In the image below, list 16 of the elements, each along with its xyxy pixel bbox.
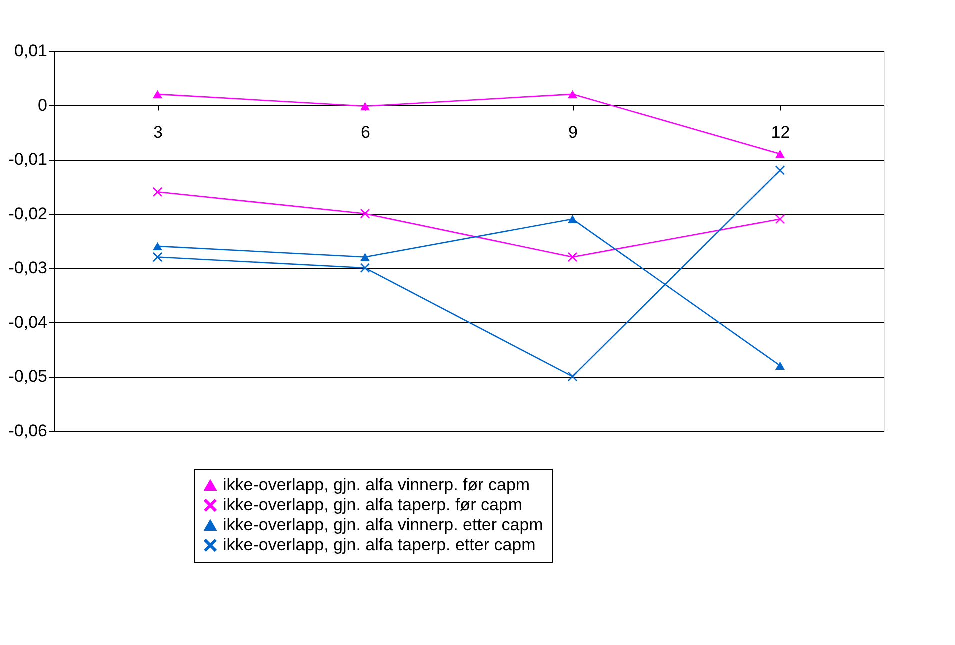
y-tick-label: -0,04 (8, 312, 48, 332)
y-tick-label: -0,05 (8, 367, 48, 386)
y-tick-label: -0,03 (8, 258, 48, 278)
y-tick-label: -0,06 (8, 422, 48, 440)
x-tick-label: 3 (154, 122, 163, 142)
x-tick-label: 6 (361, 122, 370, 142)
x-tick-label: 12 (771, 122, 790, 142)
x-tick-label: 9 (568, 122, 578, 142)
y-tick-label: -0,02 (8, 204, 48, 224)
legend-label: ikke-overlapp, gjn. alfa vinnerp. før capm (223, 476, 530, 494)
y-tick-label: -0,01 (8, 150, 48, 170)
y-tick-label: 0,01 (14, 42, 48, 60)
y-tick-label: 0 (38, 96, 48, 115)
legend-label: ikke-overlapp, gjn. alfa taperp. før capm (223, 496, 523, 514)
legend-label: ikke-overlapp, gjn. alfa taperp. etter capm (223, 536, 536, 554)
legend-label: ikke-overlapp, gjn. alfa vinnerp. etter capm (223, 516, 544, 534)
